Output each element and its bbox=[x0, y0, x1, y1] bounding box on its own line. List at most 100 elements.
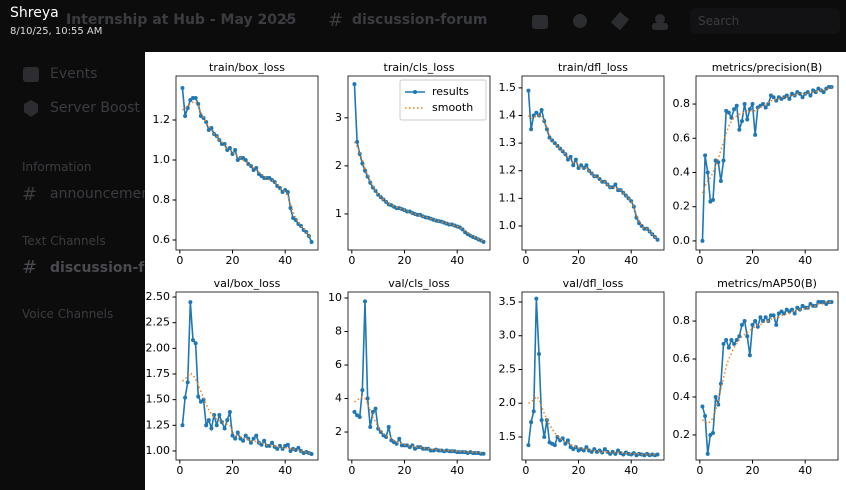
data-point bbox=[750, 102, 755, 107]
data-point bbox=[763, 315, 768, 320]
data-point bbox=[563, 152, 568, 157]
search-box[interactable] bbox=[690, 8, 840, 34]
smooth-line bbox=[182, 101, 312, 239]
data-point bbox=[193, 341, 198, 346]
sidebar-item[interactable]: Server Boost bbox=[50, 100, 140, 116]
subplot-title: metrics/precision(B) bbox=[712, 61, 823, 74]
y-tick-label: 0.6 bbox=[673, 352, 691, 365]
hash-icon: # bbox=[22, 184, 38, 205]
y-tick-label: 0.0 bbox=[673, 234, 691, 247]
search-placeholder[interactable]: Search bbox=[698, 14, 740, 28]
data-point bbox=[227, 409, 232, 414]
data-point bbox=[544, 127, 549, 132]
smooth-line bbox=[527, 114, 659, 241]
y-tick-label: 1.2 bbox=[499, 164, 517, 177]
data-point bbox=[721, 341, 726, 346]
category[interactable]: Voice Channels bbox=[22, 307, 114, 321]
data-point bbox=[739, 119, 744, 124]
data-point bbox=[352, 409, 357, 414]
data-point bbox=[729, 338, 734, 343]
data-point bbox=[705, 170, 710, 175]
y-tick-label: 3 bbox=[335, 111, 342, 124]
data-point bbox=[724, 338, 729, 343]
data-point bbox=[571, 163, 576, 168]
data-point bbox=[737, 334, 742, 339]
y-tick-label: 8 bbox=[335, 325, 342, 338]
viewer-bar: Shreya 8/10/25, 10:55 AM bbox=[0, 0, 846, 52]
data-point bbox=[365, 396, 370, 401]
axes-frame bbox=[521, 291, 665, 461]
y-tick-label: 1.0 bbox=[153, 153, 171, 166]
legend-marker bbox=[413, 90, 417, 94]
y-tick-label: 2.00 bbox=[146, 341, 171, 354]
data-point bbox=[185, 380, 190, 385]
data-point bbox=[565, 438, 570, 443]
data-point bbox=[784, 93, 789, 98]
y-tick-label: 1.0 bbox=[499, 219, 517, 232]
x-tick-label: 20 bbox=[226, 254, 240, 267]
x-tick-label: 40 bbox=[624, 464, 638, 477]
data-point bbox=[262, 438, 267, 443]
legend-label: results bbox=[432, 85, 469, 98]
axes-frame bbox=[347, 75, 491, 251]
data-point bbox=[726, 345, 731, 350]
channel[interactable]: announcements bbox=[50, 186, 163, 202]
data-point bbox=[563, 441, 568, 446]
data-point bbox=[235, 430, 240, 435]
y-tick-label: 1.3 bbox=[499, 136, 517, 149]
data-point bbox=[270, 440, 275, 445]
data-point bbox=[536, 351, 541, 356]
data-point bbox=[766, 102, 771, 107]
smooth-line bbox=[181, 371, 312, 454]
axes-frame bbox=[347, 291, 491, 461]
axes-frame bbox=[695, 291, 839, 461]
y-tick-label: 0.2 bbox=[673, 200, 691, 213]
data-point bbox=[233, 148, 238, 152]
data-point bbox=[254, 166, 259, 170]
x-tick-label: 40 bbox=[624, 254, 638, 267]
axes-frame bbox=[175, 291, 319, 461]
y-tick-label: 0.4 bbox=[673, 165, 691, 178]
y-tick-label: 2.50 bbox=[146, 290, 171, 303]
header-icons[interactable] bbox=[530, 11, 680, 33]
y-tick-label: 2.0 bbox=[499, 396, 517, 409]
data-point bbox=[352, 82, 357, 87]
data-point bbox=[718, 179, 723, 184]
data-point bbox=[275, 446, 280, 451]
data-point bbox=[373, 406, 378, 411]
data-point bbox=[227, 146, 232, 150]
data-point bbox=[225, 418, 230, 423]
data-point bbox=[573, 157, 578, 162]
data-point bbox=[721, 158, 726, 163]
timestamp: 8/10/25, 10:55 AM bbox=[10, 26, 103, 37]
x-tick-label: 0 bbox=[348, 464, 355, 477]
data-point bbox=[481, 451, 486, 456]
data-point bbox=[750, 322, 755, 327]
data-point bbox=[739, 322, 744, 327]
data-point bbox=[248, 440, 253, 445]
data-point bbox=[745, 117, 750, 122]
data-point bbox=[526, 443, 531, 448]
category[interactable]: Information bbox=[22, 160, 92, 174]
data-point bbox=[368, 425, 373, 430]
axes-frame bbox=[175, 75, 319, 251]
data-point bbox=[233, 436, 238, 441]
server-name[interactable]: Internship at Hub - May 2025 bbox=[66, 12, 297, 28]
y-tick-label: 0.6 bbox=[673, 131, 691, 144]
y-tick-label: 2 bbox=[335, 159, 342, 172]
data-point bbox=[753, 132, 758, 137]
y-tick-label: 0.4 bbox=[673, 390, 691, 403]
data-point bbox=[703, 153, 708, 158]
y-tick-label: 1.1 bbox=[499, 191, 517, 204]
data-point bbox=[742, 319, 747, 324]
data-point bbox=[204, 423, 209, 428]
data-point bbox=[217, 413, 222, 418]
data-point bbox=[243, 158, 248, 162]
y-tick-label: 6 bbox=[335, 358, 342, 371]
category[interactable]: Text Channels bbox=[22, 234, 106, 248]
data-point bbox=[568, 154, 573, 159]
data-point bbox=[790, 307, 795, 312]
sidebar-item[interactable]: Events bbox=[50, 66, 98, 82]
chevron-icon bbox=[282, 16, 292, 23]
y-tick-label: 2 bbox=[335, 425, 342, 438]
